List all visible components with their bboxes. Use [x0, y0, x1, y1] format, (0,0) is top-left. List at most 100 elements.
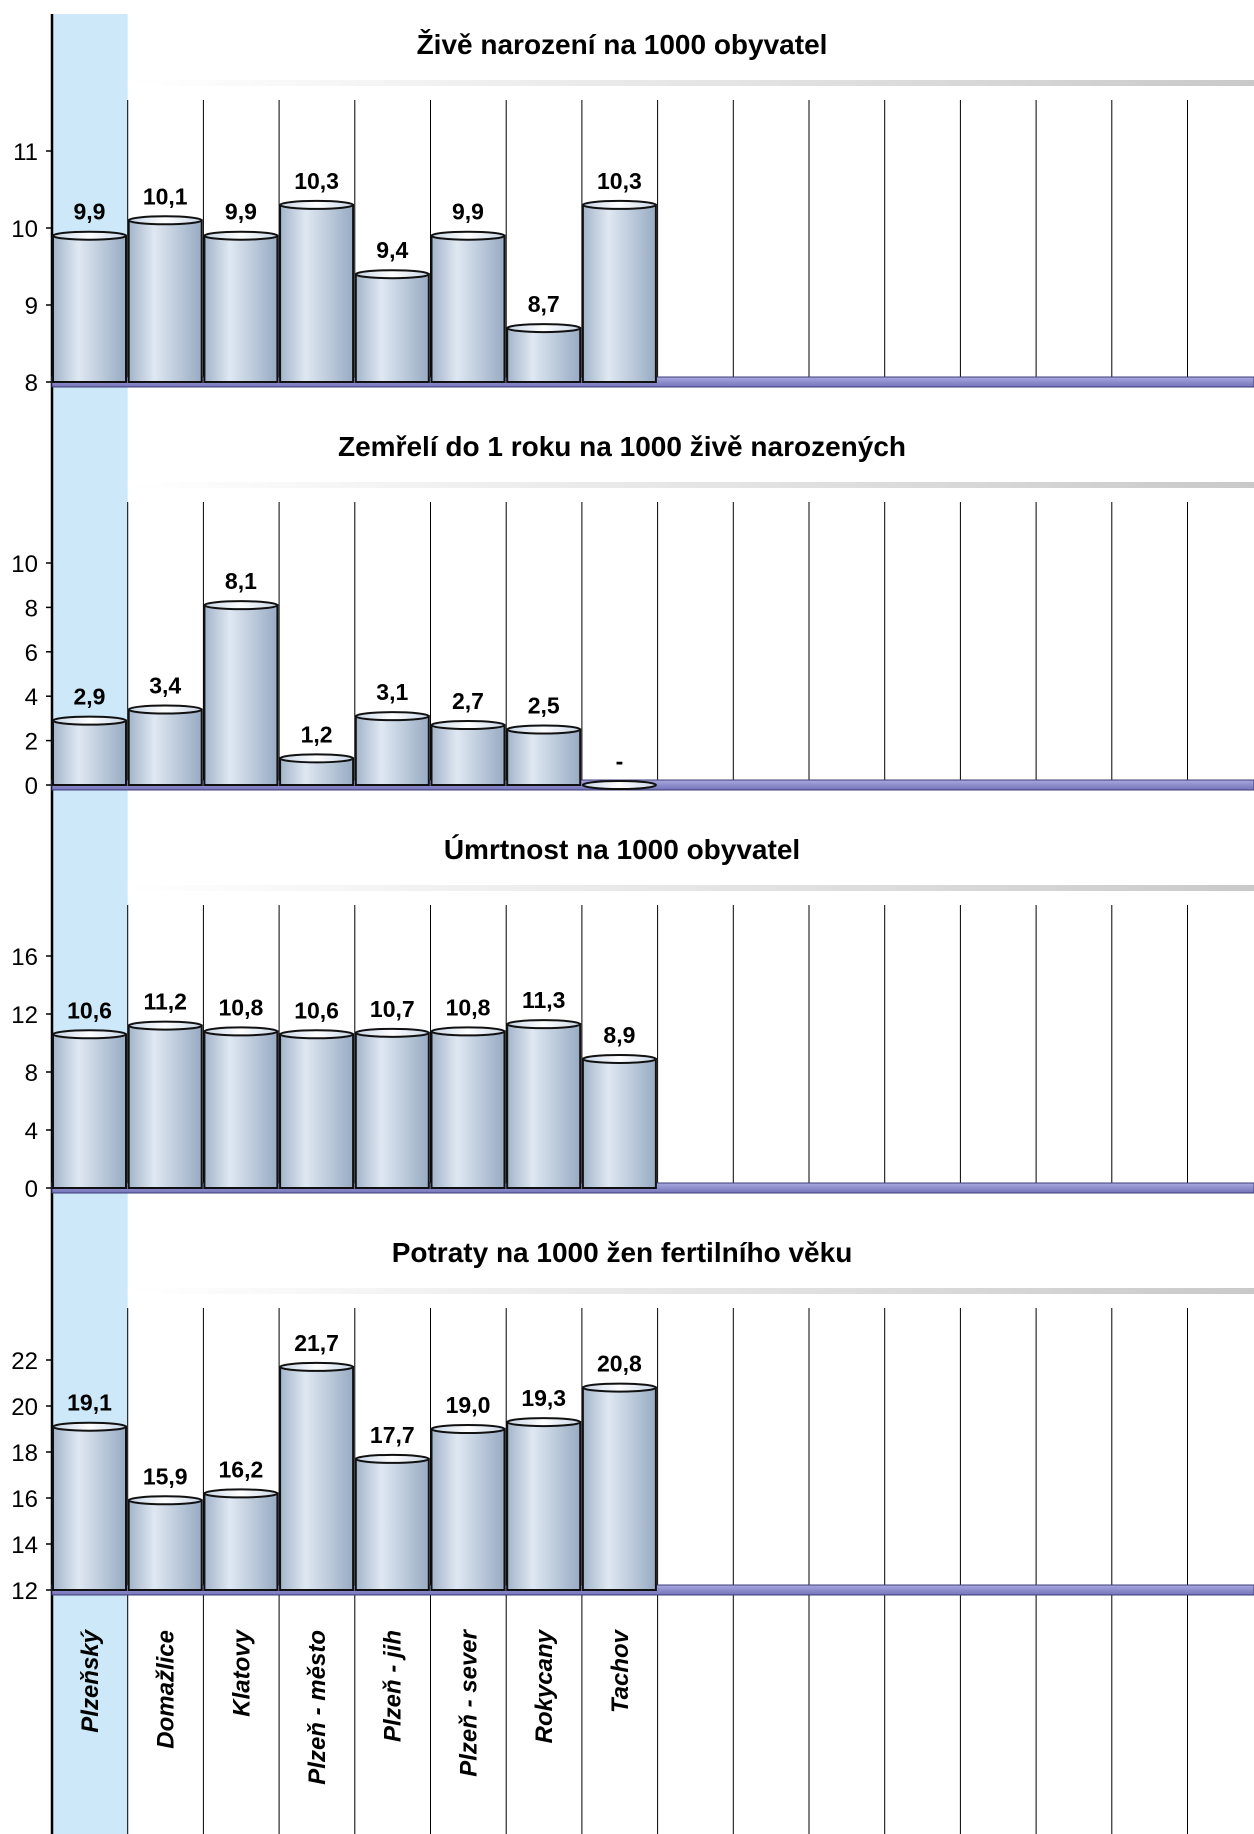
y-tick-label: 10: [11, 216, 38, 243]
bar: 9,9: [52, 199, 127, 383]
bar: 21,7: [279, 1330, 355, 1592]
category-label: Plzeň - město: [304, 1630, 331, 1785]
bar-cap: [354, 1453, 430, 1464]
data-label: 2,7: [452, 688, 484, 714]
bar-body: [581, 1386, 657, 1591]
category-label: Plzeň - sever: [455, 1628, 482, 1776]
data-label: 9,9: [452, 199, 484, 225]
bar-body: [506, 1023, 582, 1190]
y-tick-label: 12: [11, 1578, 38, 1605]
bar: 2,9: [52, 684, 127, 786]
y-tick-label: 16: [11, 1486, 38, 1513]
bar-cap: [203, 230, 279, 241]
y-tick-label: 11: [13, 139, 38, 166]
y-tick-label: 18: [11, 1440, 38, 1467]
bar-cap: [52, 1421, 127, 1432]
bar-cap: [52, 1029, 127, 1040]
bar: 9,9: [430, 199, 506, 383]
chart-panel: Úmrtnost na 1000 obyvatel 0 4 8 12 16 10,6 11,2…: [11, 834, 1254, 1203]
data-label: 15,9: [143, 1463, 188, 1489]
bar-cap: [279, 1361, 355, 1372]
data-label: 10,8: [219, 994, 264, 1020]
bar: 9,4: [354, 237, 430, 384]
category-label: Domažlice: [153, 1630, 180, 1749]
bar-body: [203, 234, 279, 383]
bar-body: [52, 1033, 127, 1190]
bar-cap: [430, 720, 506, 731]
data-label: 20,8: [597, 1351, 642, 1377]
bar-body: [127, 219, 203, 383]
y-tick-label: 14: [11, 1532, 38, 1559]
bar-cap: [52, 715, 127, 726]
bar: 17,7: [354, 1422, 430, 1592]
bar: 8,9: [581, 1022, 657, 1189]
data-label: 8,7: [528, 291, 560, 317]
category-label: Plzeň - jih: [380, 1630, 407, 1742]
bar: 10,1: [127, 183, 203, 383]
bar: 1,2: [279, 721, 355, 786]
bar-body: [581, 1057, 657, 1189]
y-tick-label: 2: [25, 729, 38, 756]
bar-cap: [430, 1026, 506, 1037]
title-underline: [127, 1288, 1254, 1294]
data-label: 10,1: [143, 183, 188, 209]
y-tick-label: 0: [25, 1176, 38, 1203]
bar: 11,2: [127, 989, 203, 1189]
bar: 9,9: [203, 199, 279, 383]
bar: 16,2: [203, 1456, 279, 1592]
bar-body: [127, 1024, 203, 1189]
data-label: 9,9: [225, 199, 257, 225]
bar-cap: [127, 704, 203, 715]
bar-body: [279, 203, 355, 383]
bar-body: [52, 719, 127, 786]
data-label: 2,5: [528, 693, 560, 719]
bar: 10,8: [430, 994, 506, 1190]
bar: 10,8: [203, 994, 279, 1190]
title-underline: [127, 80, 1254, 86]
data-label: 10,7: [370, 996, 415, 1022]
panel-title: Potraty na 1000 žen fertilního věku: [392, 1237, 853, 1268]
panel-title: Zemřelí do 1 roku na 1000 živě narozenýc…: [338, 431, 906, 462]
panels-layer: Živě narození na 1000 obyvatel 8 9 10 11 9,9 1…: [11, 29, 1254, 1605]
bar: 11,3: [506, 987, 582, 1190]
bar: 8,7: [506, 291, 582, 384]
bar: 2,5: [506, 693, 582, 786]
category-label: Klatovy: [228, 1628, 255, 1716]
bar: 2,7: [430, 688, 506, 786]
bar: 10,3: [581, 168, 657, 383]
data-label: 17,7: [370, 1422, 415, 1448]
data-label: 19,3: [521, 1385, 566, 1411]
y-tick-label: 4: [25, 1118, 38, 1145]
bar: 10,6: [52, 997, 127, 1190]
bar-cap: [506, 323, 582, 334]
bar-cap: [279, 1029, 355, 1040]
category-label: Rokycany: [531, 1628, 558, 1743]
data-label: 2,9: [74, 684, 106, 710]
bar-body: [52, 1425, 127, 1591]
bar-cap: [354, 711, 430, 722]
y-tick-label: 8: [25, 595, 38, 622]
bar-body: [430, 724, 506, 786]
bar-body: [354, 1457, 430, 1592]
data-label: 11,3: [522, 987, 566, 1013]
bar-body: [506, 1421, 582, 1591]
data-label: 9,4: [376, 237, 408, 263]
bar: 19,1: [52, 1390, 127, 1591]
data-label: 1,2: [301, 721, 333, 747]
chart-panel: Živě narození na 1000 obyvatel 8 9 10 11 9,9 1…: [11, 29, 1254, 397]
bar-body: [354, 273, 430, 384]
bar-cap: [203, 1488, 279, 1499]
y-tick-label: 9: [25, 293, 38, 320]
y-tick-label: 16: [11, 944, 38, 971]
bar: 19,3: [506, 1385, 582, 1591]
bar-cap: [581, 199, 657, 210]
bar-cap: [279, 199, 355, 210]
category-label: Tachov: [607, 1628, 634, 1713]
bar-cap: [581, 780, 657, 790]
panel-title: Úmrtnost na 1000 obyvatel: [444, 834, 800, 865]
bar-cap: [581, 1382, 657, 1393]
bar-cap: [203, 1026, 279, 1037]
chart-panel: Zemřelí do 1 roku na 1000 živě narozenýc…: [11, 431, 1254, 800]
data-label: 16,2: [219, 1456, 264, 1482]
